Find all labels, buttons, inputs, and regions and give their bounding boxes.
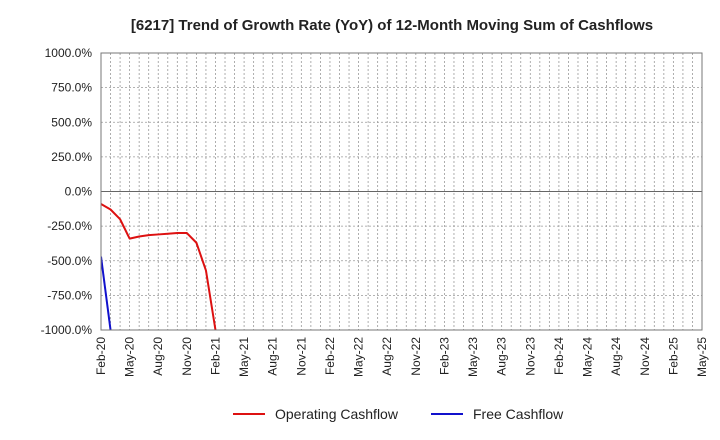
y-tick-label: -500.0% xyxy=(47,254,92,268)
x-tick-label: May-24 xyxy=(581,337,595,377)
x-axis-ticks: Feb-20 May-20 Aug-20 Nov-20 Feb-21 May-21 Aug-… xyxy=(94,337,709,377)
x-tick-label: Feb-20 xyxy=(94,337,108,375)
x-tick-label: Nov-24 xyxy=(638,337,652,376)
x-tick-label: Aug-20 xyxy=(151,337,165,376)
grid xyxy=(101,53,702,330)
x-tick-label: Nov-23 xyxy=(523,337,537,376)
y-axis-ticks: 1000.0% 750.0% 500.0% 250.0% 0.0% -250.0% -500… xyxy=(41,46,93,337)
series-line-operating-cashflow xyxy=(101,203,217,330)
legend: Operating Cashflow Free Cashflow xyxy=(233,406,564,422)
y-tick-label: 500.0% xyxy=(51,115,92,129)
x-tick-label: May-23 xyxy=(466,337,480,377)
x-tick-label: Feb-23 xyxy=(437,337,451,375)
y-tick-label: -1000.0% xyxy=(41,323,93,337)
y-tick-label: 0.0% xyxy=(65,185,93,199)
y-tick-label: 750.0% xyxy=(51,81,92,95)
legend-label: Free Cashflow xyxy=(473,406,564,422)
x-tick-label: Feb-22 xyxy=(323,337,337,375)
x-tick-label: Aug-23 xyxy=(495,337,509,376)
series-layer xyxy=(101,203,217,330)
x-tick-label: May-22 xyxy=(352,337,366,377)
x-tick-label: May-21 xyxy=(237,337,251,377)
x-tick-label: Feb-24 xyxy=(552,337,566,375)
x-tick-label: May-25 xyxy=(695,337,709,377)
x-tick-label: Feb-21 xyxy=(208,337,222,375)
x-tick-label: Nov-21 xyxy=(294,337,308,376)
series-line-free-cashflow xyxy=(101,256,112,330)
y-tick-label: 1000.0% xyxy=(45,46,93,60)
y-tick-label: 250.0% xyxy=(51,150,92,164)
plot-frame xyxy=(100,52,703,331)
y-tick-label: -750.0% xyxy=(47,288,92,302)
x-tick-label: May-20 xyxy=(123,337,137,377)
x-tick-label: Aug-22 xyxy=(380,337,394,376)
chart-title: [6217] Trend of Growth Rate (YoY) of 12-… xyxy=(131,17,653,34)
x-tick-label: Nov-20 xyxy=(180,337,194,376)
x-tick-label: Aug-21 xyxy=(266,337,280,376)
legend-label: Operating Cashflow xyxy=(275,406,399,422)
x-tick-label: Aug-24 xyxy=(609,337,623,376)
y-tick-label: -250.0% xyxy=(47,219,92,233)
x-tick-label: Nov-22 xyxy=(409,337,423,376)
x-tick-label: Feb-25 xyxy=(666,337,680,375)
